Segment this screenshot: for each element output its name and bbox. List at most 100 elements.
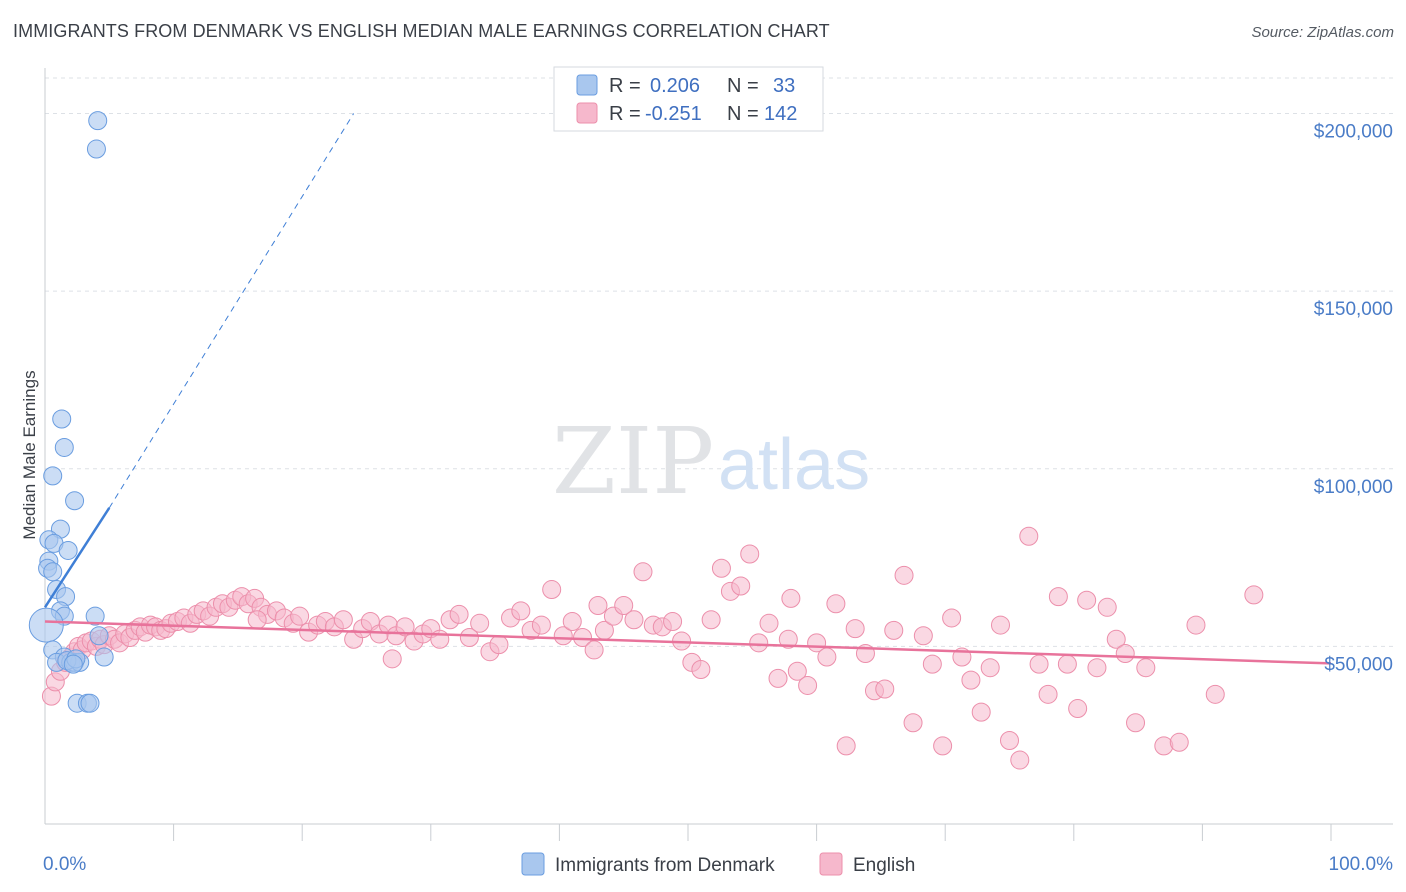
denmark-point [43, 562, 63, 582]
english-point [624, 610, 644, 630]
english-point [768, 668, 788, 688]
english-point [903, 713, 923, 733]
denmark-point [63, 654, 83, 674]
y-tick-label: $50,000 [1324, 654, 1393, 675]
legend-swatch-denmark [576, 74, 598, 96]
english-point [584, 640, 604, 660]
english-point [1087, 658, 1107, 678]
legend-r-label: R = [609, 75, 641, 97]
english-point [449, 604, 469, 624]
denmark-point [80, 693, 100, 713]
english-point [691, 659, 711, 679]
tick-labels: $50,000 $100,000 $150,000 $200,000 0.0% 100.0… [43, 122, 1393, 875]
english-point [1077, 590, 1097, 610]
english-point [614, 596, 634, 616]
english-point [1154, 736, 1174, 756]
english-point [884, 620, 904, 640]
english-point [470, 613, 490, 633]
english-point [663, 612, 683, 632]
english-point [990, 615, 1010, 635]
english-point [382, 649, 402, 669]
trendlines [43, 113, 1332, 665]
english-point [588, 596, 608, 616]
chart-title: IMMIGRANTS FROM DENMARK VS ENGLISH MEDIA… [13, 21, 830, 41]
english-point [1126, 713, 1146, 733]
legend-n-label: N = [727, 75, 759, 97]
english-point [980, 658, 1000, 678]
watermark-atlas: atlas [718, 425, 870, 505]
watermark-zip: ZIP [552, 408, 714, 515]
x-tick-label: 100.0% [1329, 854, 1394, 875]
series-legend: Immigrants from Denmark English [521, 852, 915, 876]
english-point [778, 629, 798, 649]
english-point [836, 736, 856, 756]
english-point [1097, 597, 1117, 617]
legend-n-label: N = [727, 103, 759, 125]
english-point [913, 626, 933, 646]
english-point [1106, 629, 1126, 649]
legend-r-label: R = [609, 103, 641, 125]
english-point [290, 606, 310, 626]
denmark-point [52, 409, 72, 429]
english-point [633, 562, 653, 582]
english-point [531, 615, 551, 635]
denmark-point [94, 647, 114, 667]
denmark-point [58, 540, 78, 560]
english-point [894, 565, 914, 585]
denmark-point [85, 606, 105, 626]
english-point [542, 580, 562, 600]
english-point [787, 661, 807, 681]
denmark-point [43, 466, 63, 486]
denmark-point [89, 626, 109, 646]
english-point [1244, 585, 1264, 605]
english-point [711, 558, 731, 578]
legend-r-value-english: -0.251 [645, 103, 702, 125]
english-point [826, 594, 846, 614]
legend-swatch-english [819, 852, 843, 876]
english-point [489, 635, 509, 655]
denmark-point [88, 111, 108, 131]
legend-swatch-english [576, 102, 598, 124]
denmark-point [65, 491, 85, 511]
english-point [333, 610, 353, 630]
denmark-trendline-extension [108, 113, 355, 509]
denmark-point [28, 607, 64, 643]
legend-label-denmark: Immigrants from Denmark [555, 855, 775, 876]
legend-n-value-denmark: 33 [773, 75, 795, 97]
english-point [1038, 684, 1058, 704]
english-point [247, 610, 267, 630]
y-tick-label: $200,000 [1314, 122, 1393, 143]
y-axis-label: Median Male Earnings [20, 370, 39, 539]
denmark-point [54, 437, 74, 457]
english-point [511, 601, 531, 621]
english-point [759, 613, 779, 633]
english-points [41, 526, 1264, 770]
english-point [1048, 587, 1068, 607]
english-point [781, 588, 801, 608]
english-point [1000, 731, 1019, 751]
denmark-points [28, 111, 114, 713]
english-point [845, 619, 865, 639]
english-point [1057, 654, 1077, 674]
english-point [1115, 643, 1135, 663]
denmark-trendline [43, 507, 111, 608]
english-point [1068, 699, 1088, 719]
correlation-legend: R = 0.206 N = 33 R = -0.251 N = 142 [553, 66, 824, 132]
legend-box [553, 66, 824, 132]
english-point [731, 576, 751, 596]
english-point [933, 736, 953, 756]
y-tick-label: $100,000 [1314, 477, 1393, 498]
english-point [562, 612, 582, 632]
legend-n-value-english: 142 [764, 103, 797, 125]
english-point [740, 544, 760, 564]
english-point [1029, 654, 1049, 674]
english-point [971, 702, 991, 722]
x-tick-label: 0.0% [43, 854, 86, 875]
chart-source: Source: ZipAtlas.com [1251, 24, 1394, 41]
english-point [749, 633, 769, 653]
english-point [942, 608, 962, 628]
english-point [1186, 615, 1206, 635]
english-point [1010, 750, 1030, 770]
english-point [1136, 658, 1156, 678]
